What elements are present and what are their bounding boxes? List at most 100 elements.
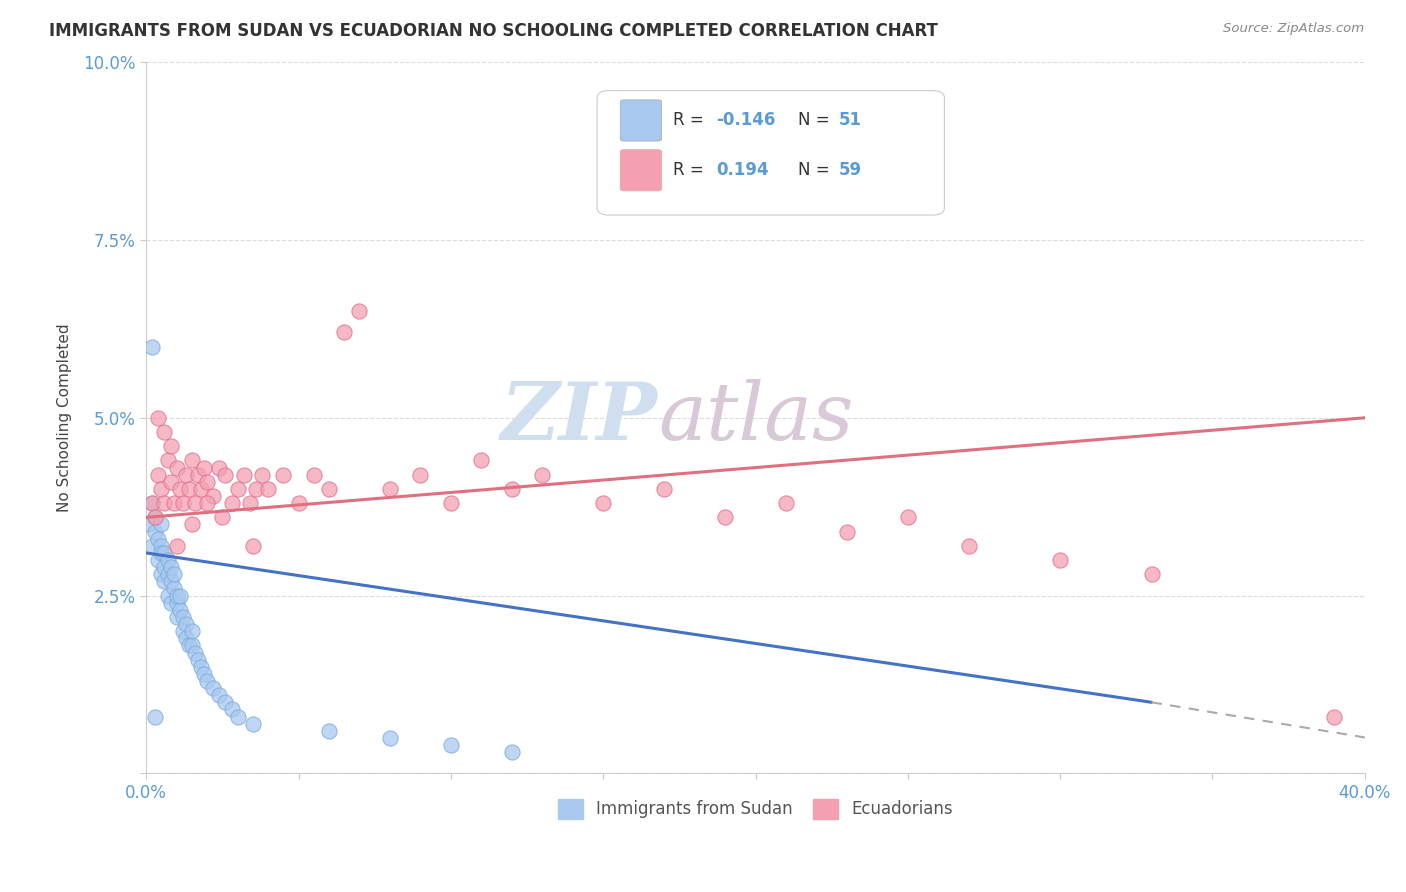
FancyBboxPatch shape <box>620 100 662 141</box>
Point <box>501 745 523 759</box>
Text: -0.146: -0.146 <box>717 112 776 129</box>
Point <box>835 524 858 539</box>
Text: ZIP: ZIP <box>501 379 658 457</box>
Point <box>156 553 179 567</box>
Point <box>318 482 340 496</box>
Point <box>174 632 197 646</box>
Point <box>162 567 184 582</box>
Point <box>470 453 492 467</box>
Point <box>159 439 181 453</box>
Point <box>211 510 233 524</box>
Point <box>1049 553 1071 567</box>
Point <box>202 681 225 695</box>
Point <box>226 482 249 496</box>
Point <box>440 496 463 510</box>
Point <box>208 688 231 702</box>
Point <box>245 482 267 496</box>
Point <box>153 425 176 439</box>
Point <box>242 539 264 553</box>
Point <box>1140 567 1163 582</box>
Point <box>174 617 197 632</box>
Point <box>1323 709 1346 723</box>
Point <box>153 574 176 589</box>
Text: Source: ZipAtlas.com: Source: ZipAtlas.com <box>1223 22 1364 36</box>
Text: 0.194: 0.194 <box>717 161 769 179</box>
Point <box>143 510 166 524</box>
Point <box>150 539 173 553</box>
Point <box>221 496 243 510</box>
Text: IMMIGRANTS FROM SUDAN VS ECUADORIAN NO SCHOOLING COMPLETED CORRELATION CHART: IMMIGRANTS FROM SUDAN VS ECUADORIAN NO S… <box>49 22 938 40</box>
Point <box>180 639 202 653</box>
Text: 59: 59 <box>838 161 862 179</box>
Point <box>409 467 432 482</box>
Point <box>148 410 170 425</box>
Point <box>271 467 294 482</box>
Point <box>318 723 340 738</box>
Point <box>141 340 163 354</box>
Point <box>141 496 163 510</box>
Legend: Immigrants from Sudan, Ecuadorians: Immigrants from Sudan, Ecuadorians <box>551 792 960 826</box>
Point <box>184 646 207 660</box>
Point <box>195 673 218 688</box>
FancyBboxPatch shape <box>620 150 662 191</box>
Point <box>257 482 280 496</box>
Point <box>159 475 181 489</box>
Point <box>897 510 920 524</box>
Point <box>138 517 160 532</box>
Point <box>226 709 249 723</box>
Point <box>287 496 309 510</box>
Point <box>169 603 191 617</box>
Point <box>148 553 170 567</box>
Point <box>150 482 173 496</box>
Point <box>141 496 163 510</box>
Point <box>162 582 184 596</box>
Point <box>156 589 179 603</box>
Point <box>221 702 243 716</box>
Point <box>302 467 325 482</box>
Point <box>150 517 173 532</box>
Point <box>162 496 184 510</box>
Point <box>143 510 166 524</box>
Text: N =: N = <box>799 161 835 179</box>
Point <box>184 496 207 510</box>
Text: R =: R = <box>672 112 709 129</box>
Point <box>333 326 356 340</box>
Point <box>378 731 401 745</box>
Text: atlas: atlas <box>658 379 853 457</box>
Point <box>193 460 215 475</box>
Point <box>156 567 179 582</box>
Text: R =: R = <box>672 161 709 179</box>
Point <box>172 624 194 639</box>
Point <box>141 539 163 553</box>
Point <box>159 574 181 589</box>
Point <box>190 482 212 496</box>
Point <box>177 482 200 496</box>
Point <box>150 567 173 582</box>
Point <box>172 496 194 510</box>
Point <box>180 624 202 639</box>
Point <box>208 460 231 475</box>
Point <box>440 738 463 752</box>
Point <box>214 695 236 709</box>
FancyBboxPatch shape <box>598 91 945 215</box>
Point <box>156 453 179 467</box>
Point <box>159 560 181 574</box>
Point <box>148 467 170 482</box>
Point <box>501 482 523 496</box>
Point <box>166 610 188 624</box>
Point <box>159 596 181 610</box>
Point <box>349 304 371 318</box>
Point <box>195 496 218 510</box>
Point <box>190 659 212 673</box>
Point <box>174 467 197 482</box>
Text: 51: 51 <box>838 112 862 129</box>
Point <box>250 467 273 482</box>
Point <box>143 709 166 723</box>
Point <box>177 639 200 653</box>
Point <box>378 482 401 496</box>
Point <box>232 467 254 482</box>
Text: N =: N = <box>799 112 835 129</box>
Point <box>166 460 188 475</box>
Point <box>153 560 176 574</box>
Point <box>187 652 209 666</box>
